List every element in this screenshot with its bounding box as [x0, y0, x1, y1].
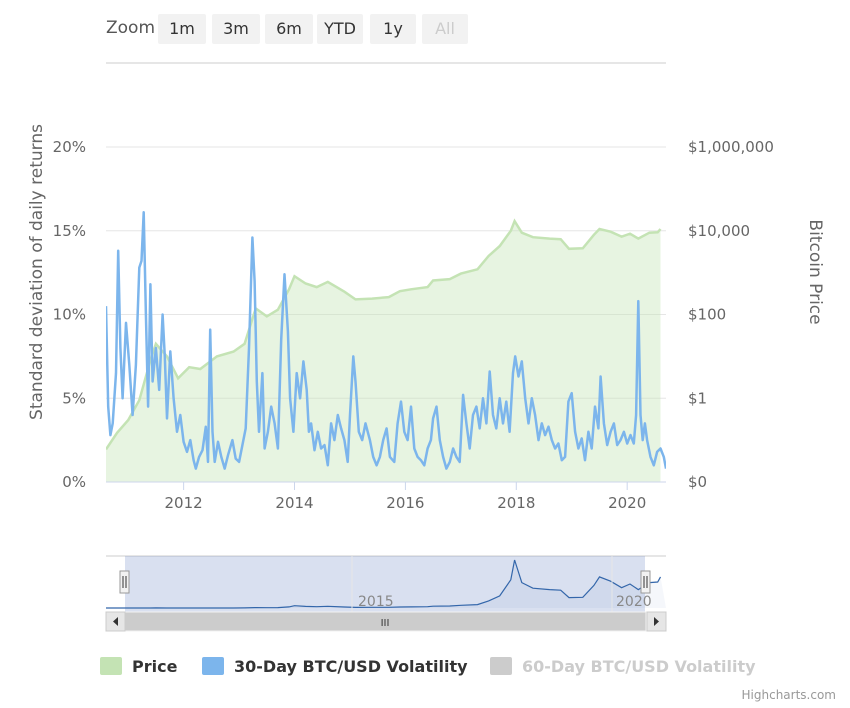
navigator-handle-right[interactable] — [640, 570, 651, 594]
scrollbar-right-arrow[interactable] — [646, 611, 667, 632]
zoom-button-ytd[interactable]: YTD — [317, 14, 363, 44]
navigator-mask-selected — [125, 556, 645, 612]
zoom-label: Zoom — [106, 18, 156, 38]
x-tick-label: 2014 — [275, 494, 313, 512]
zoom-button-6m[interactable]: 6m — [265, 14, 313, 44]
navigator-handle-left[interactable] — [119, 570, 130, 594]
navigator[interactable]: 2015 2020 — [106, 555, 666, 612]
scrollbar[interactable]: III — [105, 611, 667, 632]
navigator-outline — [106, 556, 666, 612]
price-line — [106, 218, 662, 451]
legend-swatch-30-day-volatility — [202, 657, 224, 675]
legend-swatch-price — [100, 657, 122, 675]
scrollbar-grip: III — [381, 618, 390, 629]
scrollbar-left-arrow[interactable] — [105, 611, 126, 632]
y-axis-left-title: Standard deviation of daily returns — [27, 124, 47, 420]
y-left-tick-label: 20% — [53, 138, 86, 156]
legend-label-price: Price — [132, 656, 178, 676]
y-left-tick-label: 15% — [53, 222, 86, 240]
y-right-tick-label: $1 — [688, 389, 707, 407]
y-left-tick-label: 5% — [62, 389, 86, 407]
y-right-tick-label: $0 — [688, 473, 707, 491]
volatility-series — [106, 211, 666, 470]
y-axis-left: 0% 5% 10% 15% 20% — [53, 138, 86, 491]
zoom-button-3m[interactable]: 3m — [212, 14, 260, 44]
zoom-button-all[interactable]: All — [422, 14, 468, 44]
legend-item-30-day-volatility[interactable]: 30-Day BTC/USD Volatility — [202, 655, 468, 677]
credits-link[interactable]: Highcharts.com — [741, 688, 836, 702]
y-right-tick-label: $100 — [688, 306, 726, 324]
legend-label-60-day-volatility: 60-Day BTC/USD Volatility — [522, 656, 756, 676]
zoom-button-1y[interactable]: 1y — [370, 14, 416, 44]
legend-swatch-60-day-volatility — [490, 657, 512, 675]
price-series — [106, 218, 662, 482]
y-right-tick-label: $10,000 — [688, 222, 750, 240]
y-axis-right: $0 $1 $100 $10,000 $1,000,000 — [688, 138, 774, 491]
volatility-30-day-line — [106, 211, 666, 470]
navigator-area — [106, 560, 666, 608]
navigator-label-2015: 2015 — [358, 594, 394, 610]
price-area — [106, 221, 661, 482]
zoom-button-1m[interactable]: 1m — [158, 14, 206, 44]
y-axis-right-title: Bitcoin Price — [805, 219, 825, 324]
navigator-line — [106, 559, 662, 609]
y-right-tick-label: $1,000,000 — [688, 138, 774, 156]
navigator-label-2020: 2020 — [616, 594, 652, 610]
legend-label-30-day-volatility: 30-Day BTC/USD Volatility — [234, 656, 468, 676]
y-left-tick-label: 10% — [53, 306, 86, 324]
x-tick-label: 2020 — [608, 494, 646, 512]
navigator-series — [106, 559, 666, 609]
legend-item-60-day-volatility[interactable]: 60-Day BTC/USD Volatility — [490, 655, 756, 677]
legend-item-price[interactable]: Price — [100, 655, 177, 677]
x-tick-label: 2018 — [497, 494, 535, 512]
x-tick-label: 2012 — [165, 494, 203, 512]
y-left-tick-label: 0% — [62, 473, 86, 491]
arrow-right-icon — [654, 617, 659, 626]
arrow-left-icon — [113, 617, 118, 626]
x-tick-label: 2016 — [386, 494, 424, 512]
x-axis: 2012 2014 2016 2018 2020 — [165, 482, 646, 512]
